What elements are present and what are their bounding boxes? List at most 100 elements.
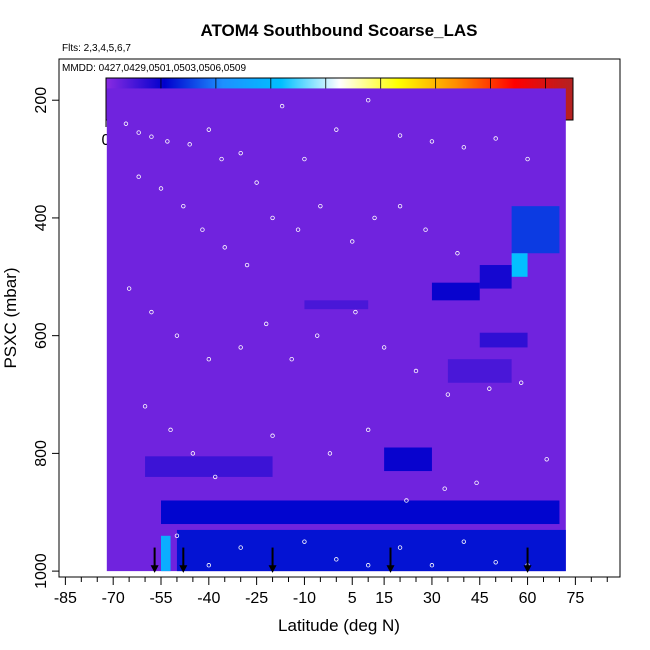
sample-marker: [222, 245, 227, 250]
enhanced-region: [447, 359, 512, 383]
sample-marker: [200, 227, 205, 232]
sample-marker: [445, 392, 451, 397]
sample-marker: [372, 215, 377, 221]
sample-marker: [123, 121, 129, 126]
sample-marker: [149, 134, 154, 139]
enhanced-region: [511, 206, 560, 254]
sample-marker: [244, 262, 250, 268]
enhanced-region: [479, 332, 528, 348]
enhanced-region: [431, 282, 480, 301]
x-tick-label: -25: [245, 590, 268, 607]
sample-marker: [270, 433, 275, 438]
sample-marker: [238, 150, 243, 156]
y-axis: 200 400 600 800 1000: [33, 87, 59, 589]
sample-marker: [254, 180, 259, 185]
x-axis-label: Latitude (deg N): [278, 616, 400, 635]
sample-marker: [493, 136, 498, 141]
colorbar-tick-label: 0: [102, 132, 111, 149]
enhanced-region: [161, 500, 560, 525]
sample-marker: [365, 98, 371, 103]
sample-marker: [279, 103, 285, 109]
flight-arrows: [150, 547, 532, 573]
sample-marker: [295, 227, 301, 232]
sample-marker: [334, 557, 339, 562]
sample-marker: [206, 563, 212, 568]
flights-label: Flts: 2,3,4,5,6,7: [62, 43, 131, 54]
sample-marker: [461, 145, 467, 150]
sample-marker: [397, 203, 403, 209]
sample-marker: [525, 156, 530, 162]
sample-marker: [365, 427, 371, 433]
enhanced-region: [176, 529, 566, 572]
sample-marker: [142, 404, 148, 409]
x-tick-label: -55: [149, 590, 172, 607]
sample-marker: [174, 333, 180, 338]
x-tick-label: -70: [102, 590, 125, 607]
sample-marker: [149, 309, 154, 315]
sample-marker: [429, 139, 435, 144]
flight-arrow-head: [386, 565, 395, 573]
enhanced-region: [145, 456, 273, 477]
enhanced-region: [304, 300, 369, 310]
sample-marker: [487, 386, 492, 391]
enhanced-region: [384, 447, 432, 472]
sample-marker: [238, 545, 243, 550]
flight-arrow-head: [179, 565, 188, 573]
x-tick-label: 5: [348, 590, 357, 607]
enhanced-region: [161, 535, 171, 572]
sample-marker: [461, 539, 467, 544]
x-tick-label: 15: [375, 590, 393, 607]
sample-marker: [181, 203, 186, 209]
enhanced-region: [479, 265, 512, 289]
sample-marker: [126, 286, 132, 291]
dates-label: MMDD: 0427,0429,0501,0503,0506,0509: [62, 63, 246, 74]
sample-marker: [442, 486, 447, 491]
sample-marker: [206, 357, 212, 362]
flight-arrow-head: [268, 565, 277, 573]
sample-marker: [206, 127, 212, 132]
sample-marker: [318, 203, 323, 209]
sample-marker: [518, 380, 524, 385]
sample-marker: [136, 130, 141, 135]
sample-marker: [263, 321, 269, 327]
sample-marker: [314, 333, 320, 338]
y-axis-label: PSXC (mbar): [1, 267, 20, 368]
sample-marker: [429, 563, 435, 568]
x-axis: -85 -70 -55 -40 -25 -10 5 15 30 45 60 75: [54, 577, 608, 607]
flight-arrow-head: [150, 565, 159, 573]
sample-marker: [302, 156, 307, 162]
sample-marker: [302, 539, 307, 544]
y-tick-label: 800: [33, 440, 50, 467]
sample-marker: [165, 139, 170, 144]
sample-marker: [365, 563, 371, 568]
sample-marker: [493, 560, 498, 565]
y-tick-label: 1000: [33, 553, 50, 589]
sample-marker: [397, 545, 403, 550]
sample-markers: [123, 98, 549, 568]
sample-marker: [168, 427, 173, 433]
sample-marker: [190, 451, 196, 456]
sample-marker: [413, 368, 419, 374]
sample-marker: [381, 345, 387, 350]
sample-marker: [270, 215, 275, 221]
background-field: [106, 88, 566, 572]
x-tick-label: 60: [519, 590, 537, 607]
x-tick-label: 75: [566, 590, 584, 607]
sample-marker: [423, 227, 428, 232]
x-tick-label: -40: [197, 590, 220, 607]
sample-marker: [350, 239, 355, 244]
sample-marker: [187, 142, 192, 147]
chart-title: ATOM4 Southbound Scoarse_LAS: [200, 21, 477, 40]
sample-marker: [455, 251, 460, 256]
y-tick-label: 600: [33, 322, 50, 349]
enhanced-region: [511, 253, 528, 277]
sample-marker: [158, 186, 164, 191]
flight-arrow-head: [523, 565, 532, 573]
sample-marker: [327, 451, 333, 456]
data-field: [106, 88, 566, 572]
sample-marker: [404, 498, 409, 503]
sample-marker: [174, 533, 180, 538]
sample-marker: [136, 174, 141, 179]
y-tick-label: 200: [33, 87, 50, 114]
